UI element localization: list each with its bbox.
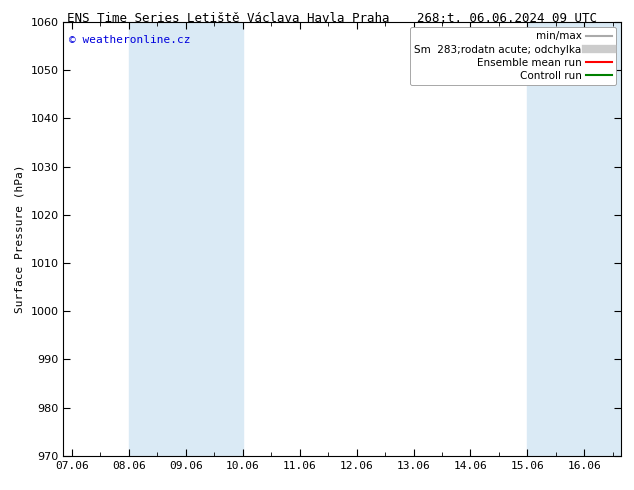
Bar — [129, 22, 243, 456]
Bar — [527, 22, 621, 456]
Legend: min/max, Sm  283;rodatn acute; odchylka, Ensemble mean run, Controll run: min/max, Sm 283;rodatn acute; odchylka, … — [410, 27, 616, 85]
Text: 268;t. 06.06.2024 09 UTC: 268;t. 06.06.2024 09 UTC — [417, 12, 597, 25]
Y-axis label: Surface Pressure (hPa): Surface Pressure (hPa) — [15, 165, 25, 313]
Text: © weatheronline.cz: © weatheronline.cz — [69, 35, 190, 45]
Text: ENS Time Series Letiště Václava Havla Praha: ENS Time Series Letiště Václava Havla Pr… — [67, 12, 389, 25]
